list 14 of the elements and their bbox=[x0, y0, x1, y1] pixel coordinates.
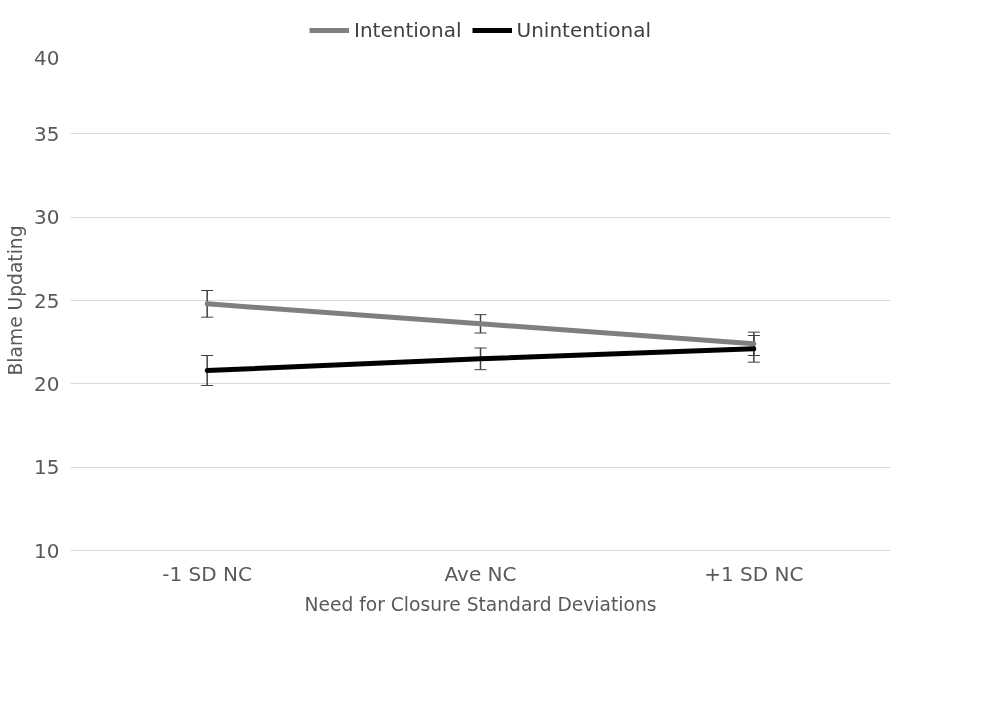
y-tick-label: 15 bbox=[34, 455, 60, 480]
legend-label: Unintentional bbox=[516, 18, 652, 42]
y-tick-label: 10 bbox=[34, 538, 60, 563]
x-tick-label: Ave NC bbox=[444, 561, 517, 586]
y-axis-title: Blame Updating bbox=[5, 225, 27, 376]
y-tick-label: 25 bbox=[34, 288, 60, 313]
y-tick-label: 35 bbox=[34, 121, 60, 146]
y-tick-label: 20 bbox=[34, 371, 60, 396]
x-tick-label: +1 SD NC bbox=[704, 561, 804, 586]
y-tick-label: 40 bbox=[34, 45, 60, 70]
legend-label: Intentional bbox=[353, 18, 462, 42]
x-axis-title: Need for Closure Standard Deviations bbox=[304, 593, 657, 615]
x-tick-label: -1 SD NC bbox=[162, 561, 253, 586]
y-tick-label: 30 bbox=[34, 205, 60, 230]
